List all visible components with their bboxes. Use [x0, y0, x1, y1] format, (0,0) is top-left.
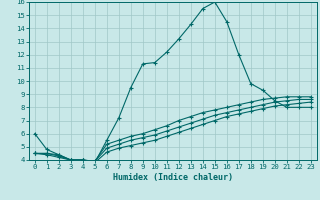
- X-axis label: Humidex (Indice chaleur): Humidex (Indice chaleur): [113, 173, 233, 182]
